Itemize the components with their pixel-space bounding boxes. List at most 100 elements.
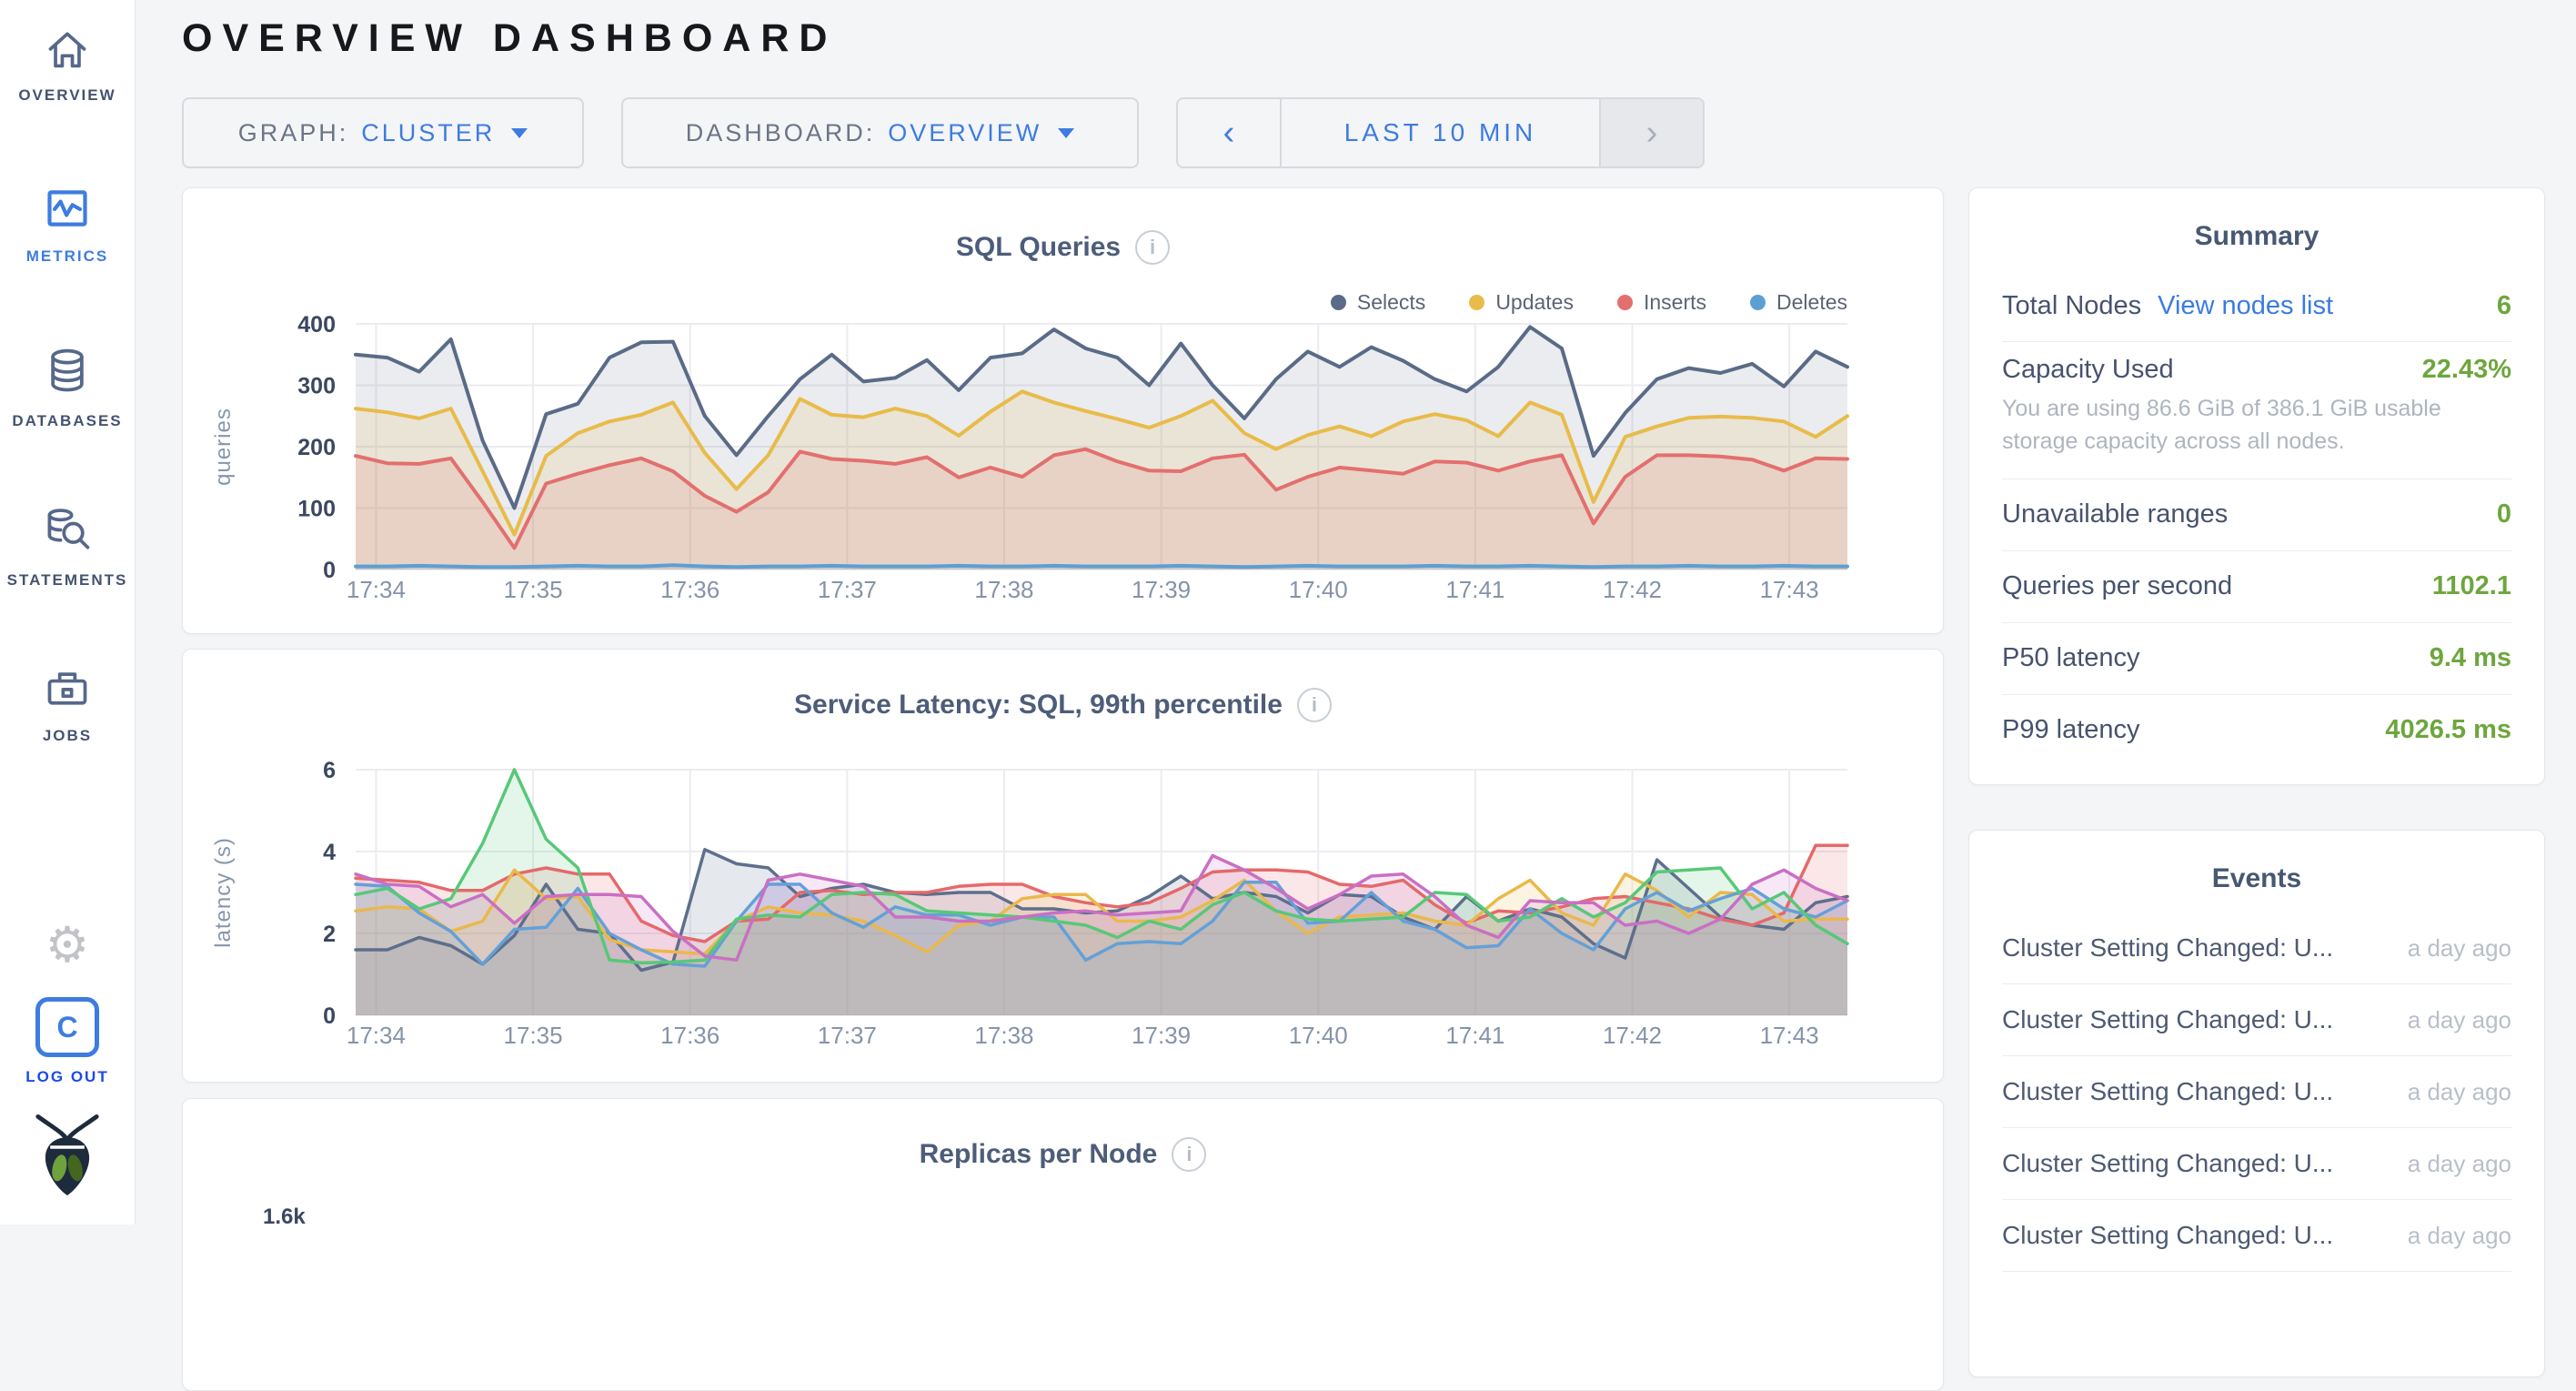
sidebar-item-overview[interactable]: OVERVIEW [0,25,135,105]
summary-panel: Summary Total Nodes View nodes list 6 Cap… [1968,187,2545,785]
replicas-per-node-chart-card: Replicas per Node i 1.6k [182,1098,1944,1391]
graph-dropdown[interactable]: GRAPH: CLUSTER [182,97,584,168]
event-time: a day ago [2407,933,2511,962]
svg-text:300: 300 [297,374,336,399]
logout-icon: C [35,997,99,1057]
sidebar-item-logout[interactable]: C LOG OUT [0,997,135,1086]
chart-title: Replicas per Node [919,1139,1158,1169]
svg-text:17:35: 17:35 [504,576,563,603]
legend-dot-icon [1750,295,1766,310]
event-row[interactable]: Cluster Setting Changed: U... a day ago [2002,912,2511,984]
sidebar-item-label: DATABASES [12,412,123,429]
total-nodes-label: Total Nodes [2002,290,2142,320]
svg-text:17:42: 17:42 [1603,1022,1662,1049]
event-row[interactable]: Cluster Setting Changed: U... a day ago [2002,1200,2511,1272]
gear-icon: ⚙ [45,918,90,973]
svg-text:17:39: 17:39 [1132,1022,1191,1049]
legend-item-selects[interactable]: Selects [1330,290,1426,315]
legend-label: Deletes [1776,290,1847,314]
event-time: a day ago [2407,1005,2511,1033]
svg-text:2: 2 [323,922,336,947]
legend-item-inserts[interactable]: Inserts [1616,290,1706,315]
legend-item-deletes[interactable]: Deletes [1750,290,1847,315]
graph-dropdown-value: CLUSTER [361,118,496,146]
logout-label: LOG OUT [25,1068,109,1085]
sql-queries-chart[interactable]: 0 100 200 300 400 17:34 17:35 17:36 17:37 17:38 17… [183,188,1943,633]
dashboard-dropdown-value: OVERVIEW [888,118,1042,146]
event-text: Cluster Setting Changed: U... [2002,933,2334,962]
svg-text:17:36: 17:36 [660,576,719,603]
unavailable-ranges-label: Unavailable ranges [2002,499,2229,529]
summary-row-total-nodes: Total Nodes View nodes list 6 [2002,270,2511,342]
p50-latency-label: P50 latency [2002,643,2140,672]
events-panel: Events Cluster Setting Changed: U... a d… [1968,830,2545,1377]
svg-text:latency (s): latency (s) [211,837,236,948]
sidebar-item-statements[interactable]: STATEMENTS [0,505,135,590]
view-nodes-list-link[interactable]: View nodes list [2158,290,2334,320]
sql-queries-chart-card: SQL Queries i Selects Updates Inserts Delet… [182,187,1944,634]
time-prev-button[interactable]: ‹ [1178,99,1282,166]
summary-row-p50: P50 latency 9.4 ms [2002,623,2511,695]
svg-text:17:36: 17:36 [660,1022,719,1049]
svg-text:17:35: 17:35 [504,1022,563,1049]
event-text: Cluster Setting Changed: U... [2002,1005,2334,1033]
service-latency-chart[interactable]: 0 2 4 6 17:34 17:35 17:36 17:37 17:38 17:39 17:40 1… [183,650,1943,1082]
svg-text:17:38: 17:38 [974,1022,1033,1049]
summary-row-p99: P99 latency 4026.5 ms [2002,695,2511,766]
p99-latency-value: 4026.5 ms [2385,715,2511,744]
sidebar-item-label: METRICS [25,247,109,265]
svg-text:17:41: 17:41 [1445,1022,1504,1049]
database-icon [42,346,93,401]
event-text: Cluster Setting Changed: U... [2002,1077,2334,1105]
sidebar-item-settings[interactable]: ⚙ [0,921,135,970]
svg-text:17:38: 17:38 [974,576,1033,603]
page-title: OVERVIEW DASHBOARD [182,16,838,60]
event-time: a day ago [2407,1077,2511,1105]
chevron-down-icon [511,127,528,138]
statements-icon [41,505,94,560]
svg-text:17:42: 17:42 [1603,576,1662,603]
legend-dot-icon [1616,295,1633,310]
capacity-used-label: Capacity Used [2002,355,2174,384]
event-time: a day ago [2407,1149,2511,1177]
legend-item-updates[interactable]: Updates [1469,290,1574,315]
event-row[interactable]: Cluster Setting Changed: U... a day ago [2002,1056,2511,1128]
capacity-used-value: 22.43% [2421,355,2511,384]
dashboard-dropdown[interactable]: DASHBOARD: OVERVIEW [621,97,1139,168]
svg-text:6: 6 [323,758,336,783]
svg-text:17:43: 17:43 [1760,576,1819,603]
y-axis-tick: 1.6k [263,1205,306,1229]
info-icon[interactable]: i [1172,1137,1207,1172]
svg-text:17:34: 17:34 [347,576,406,603]
legend-label: Selects [1356,290,1426,314]
qps-label: Queries per second [2002,571,2233,600]
svg-text:17:34: 17:34 [347,1022,406,1049]
service-latency-chart-card: Service Latency: SQL, 99th percentile i … [182,649,1944,1083]
svg-text:17:40: 17:40 [1289,576,1348,603]
metrics-icon [42,185,93,237]
svg-text:17:41: 17:41 [1445,576,1504,603]
info-icon[interactable]: i [1296,688,1332,722]
summary-row-unavailable-ranges: Unavailable ranges 0 [2002,479,2511,551]
info-icon[interactable]: i [1135,230,1171,265]
p50-latency-value: 9.4 ms [2429,643,2511,672]
svg-text:4: 4 [323,840,336,865]
svg-text:queries: queries [211,408,236,486]
svg-text:100: 100 [297,497,336,522]
sidebar-item-jobs[interactable]: JOBS [0,664,135,745]
sidebar-item-metrics[interactable]: METRICS [0,185,135,266]
time-range-value[interactable]: LAST 10 MIN [1343,118,1537,146]
svg-text:200: 200 [297,435,336,460]
events-title: Events [2211,863,2302,893]
time-range-selector: ‹ LAST 10 MIN › [1176,97,1705,168]
event-row[interactable]: Cluster Setting Changed: U... a day ago [2002,984,2511,1056]
summary-title: Summary [2194,221,2319,251]
svg-text:17:37: 17:37 [818,576,877,603]
legend-label: Updates [1495,290,1574,314]
time-next-button[interactable]: › [1599,99,1703,166]
svg-text:17:39: 17:39 [1132,576,1191,603]
total-nodes-value: 6 [2496,290,2511,320]
event-row[interactable]: Cluster Setting Changed: U... a day ago [2002,1128,2511,1200]
unavailable-ranges-value: 0 [2496,499,2511,529]
sidebar-item-databases[interactable]: DATABASES [0,346,135,430]
